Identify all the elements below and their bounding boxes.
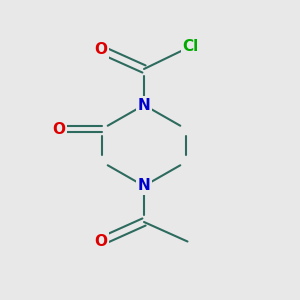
Text: N: N xyxy=(138,178,150,194)
Text: N: N xyxy=(138,98,150,112)
Text: O: O xyxy=(94,42,107,57)
Text: O: O xyxy=(94,234,107,249)
Text: O: O xyxy=(52,122,65,136)
Text: Cl: Cl xyxy=(182,39,199,54)
